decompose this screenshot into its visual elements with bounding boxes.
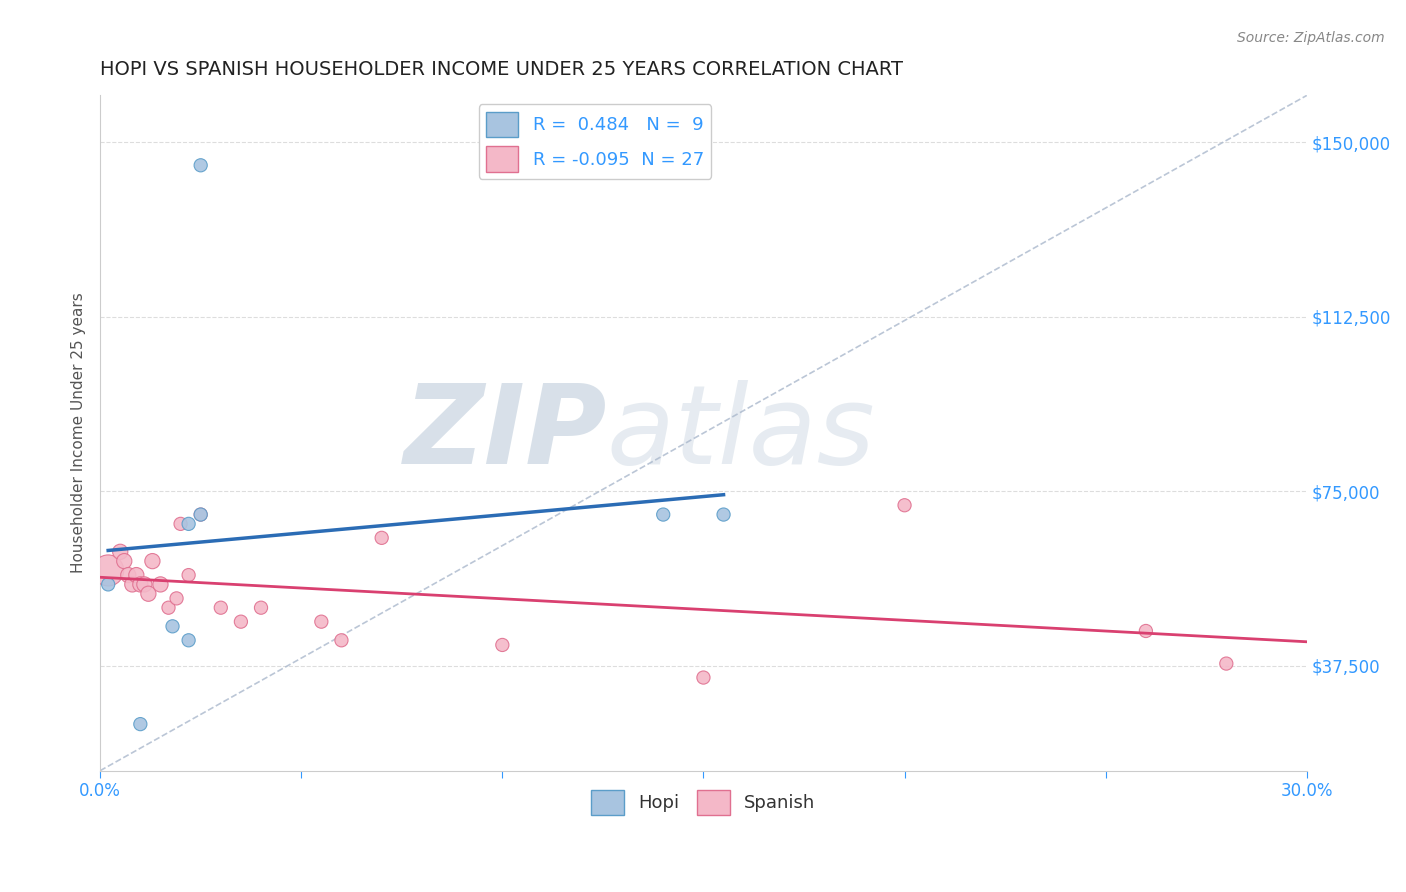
Point <box>190 158 212 172</box>
Point <box>177 633 200 648</box>
Point <box>162 619 184 633</box>
Point <box>1215 657 1237 671</box>
Point <box>117 568 139 582</box>
Point <box>713 508 735 522</box>
Point <box>893 498 915 512</box>
Point <box>1135 624 1157 638</box>
Point <box>149 577 172 591</box>
Y-axis label: Householder Income Under 25 years: Householder Income Under 25 years <box>72 293 86 574</box>
Text: atlas: atlas <box>607 380 876 486</box>
Point <box>652 508 675 522</box>
Point <box>177 568 200 582</box>
Point <box>311 615 333 629</box>
Text: ZIP: ZIP <box>404 380 607 486</box>
Point <box>110 545 132 559</box>
Text: Source: ZipAtlas.com: Source: ZipAtlas.com <box>1237 31 1385 45</box>
Point <box>129 577 152 591</box>
Point <box>692 671 714 685</box>
Text: HOPI VS SPANISH HOUSEHOLDER INCOME UNDER 25 YEARS CORRELATION CHART: HOPI VS SPANISH HOUSEHOLDER INCOME UNDER… <box>100 60 903 78</box>
Point <box>491 638 513 652</box>
Point <box>97 577 120 591</box>
Point <box>229 615 252 629</box>
Point <box>169 516 191 531</box>
Point <box>190 508 212 522</box>
Point <box>112 554 135 568</box>
Point <box>121 577 143 591</box>
Point <box>129 717 152 731</box>
Point <box>125 568 148 582</box>
Point <box>177 516 200 531</box>
Point <box>97 564 120 578</box>
Point <box>209 600 232 615</box>
Point <box>330 633 353 648</box>
Point <box>250 600 273 615</box>
Point <box>157 600 180 615</box>
Point <box>134 577 156 591</box>
Point <box>190 508 212 522</box>
Point <box>141 554 163 568</box>
Legend: Hopi, Spanish: Hopi, Spanish <box>583 782 823 822</box>
Point <box>138 587 160 601</box>
Point <box>370 531 392 545</box>
Point <box>166 591 188 606</box>
